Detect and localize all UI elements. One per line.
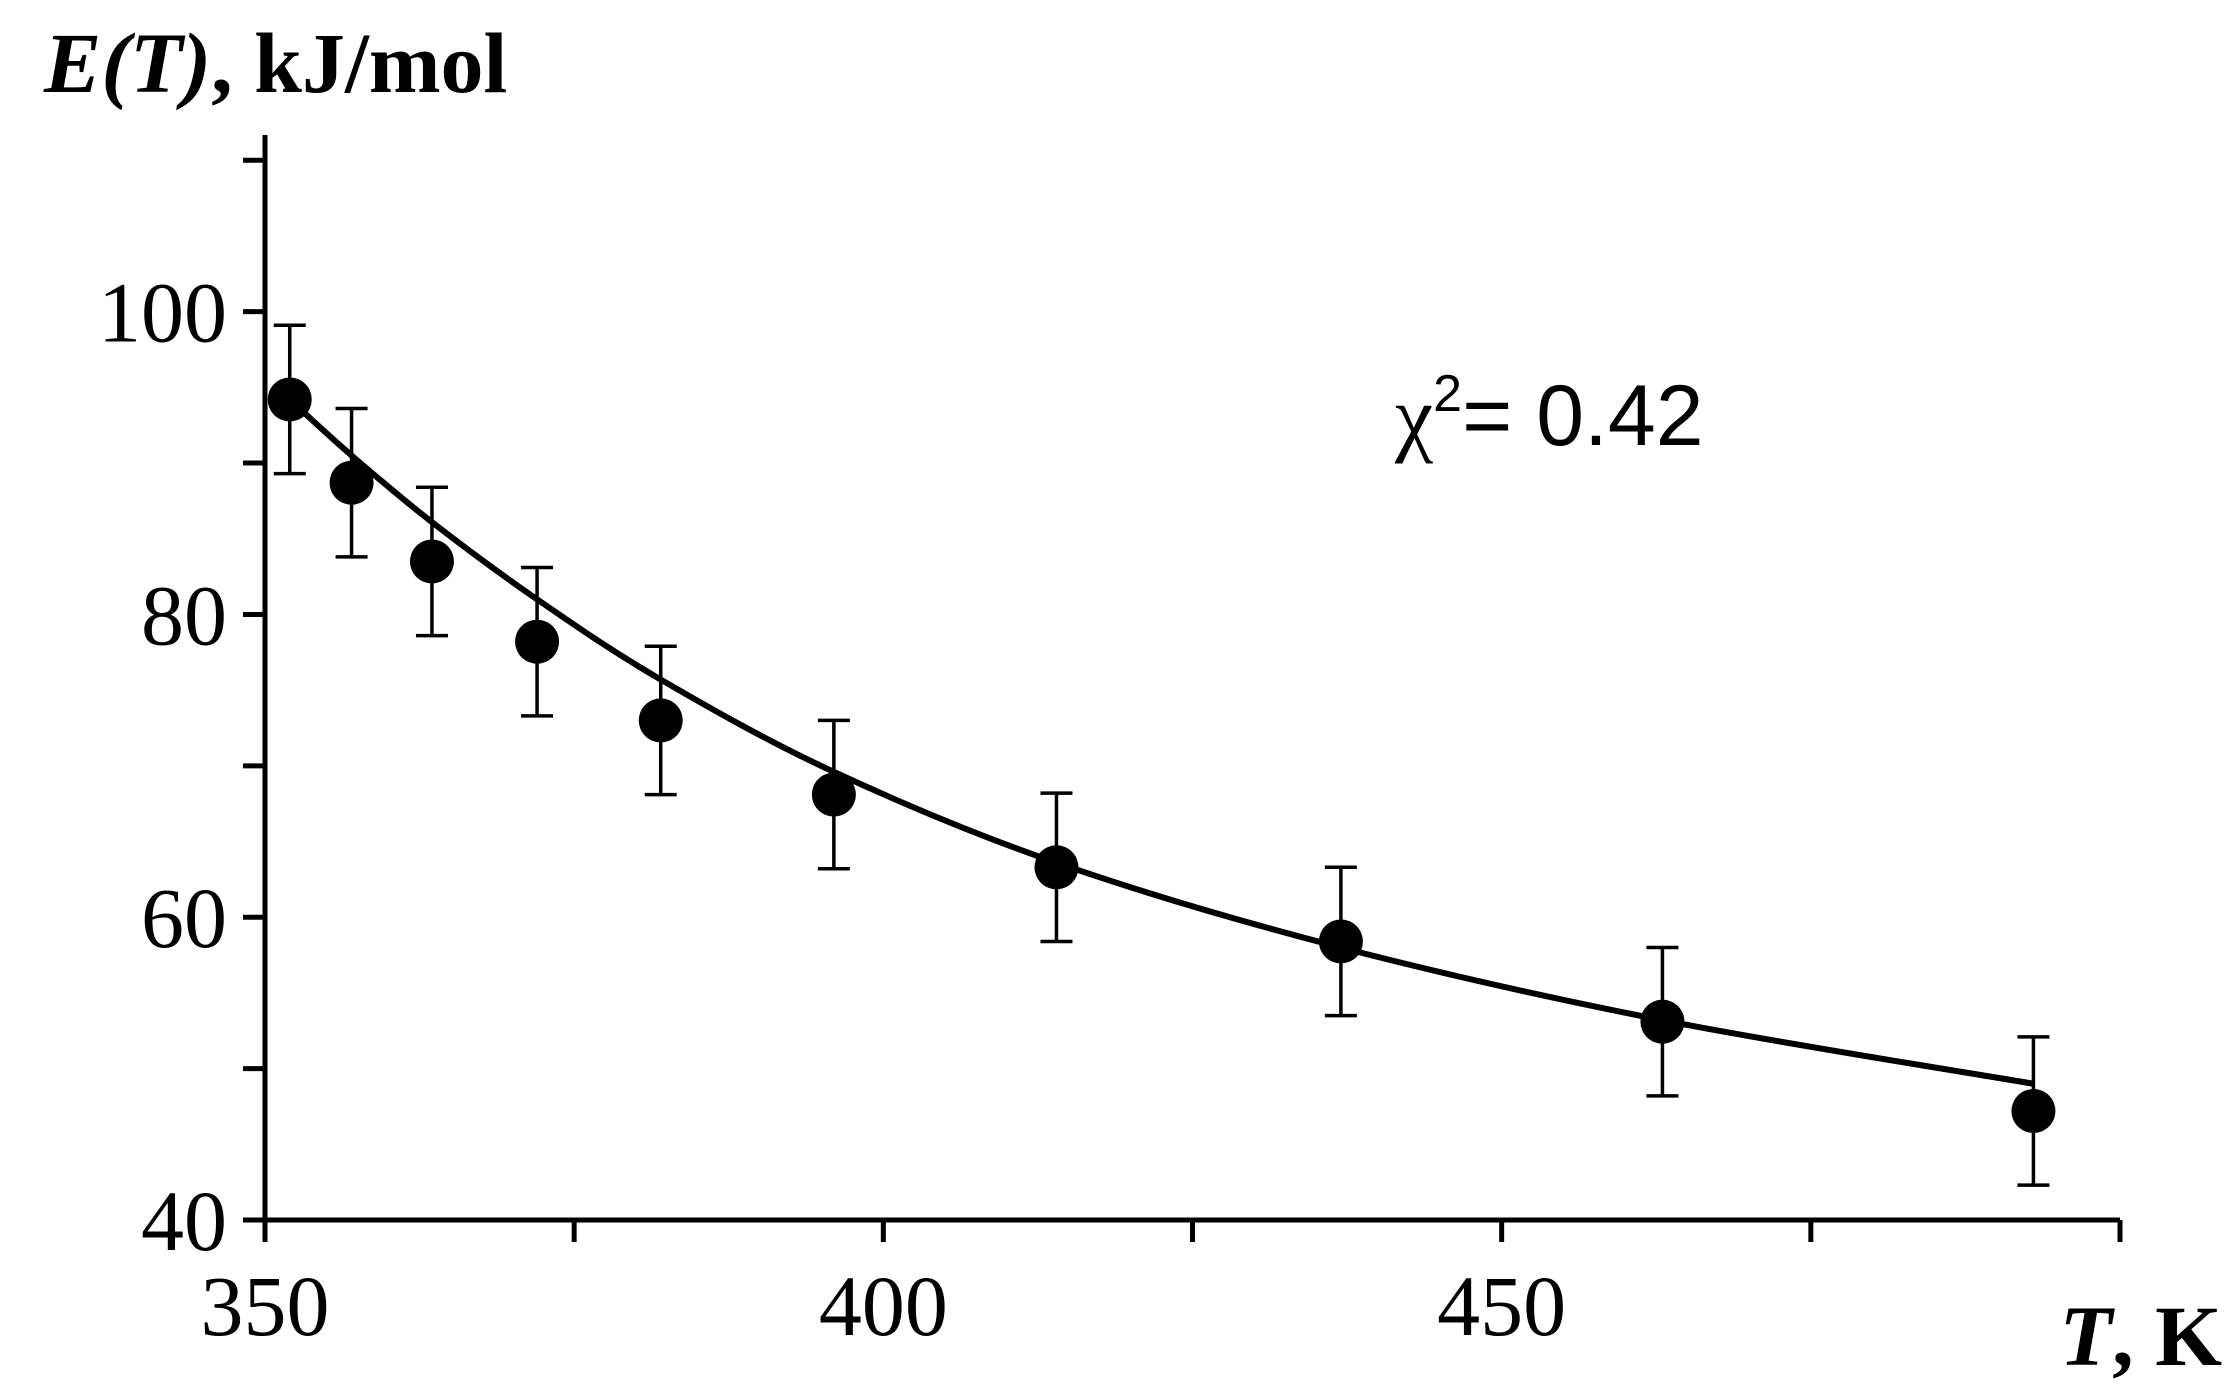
data-point (1640, 945, 1685, 1098)
chi-value: = 0.42 (1462, 368, 1704, 464)
data-point (267, 323, 312, 476)
y-tick-label: 80 (141, 567, 227, 663)
data-marker (1034, 845, 1079, 890)
x-tick-label: 350 (201, 1258, 330, 1354)
data-marker (1318, 919, 1363, 964)
y-tick-label: 100 (98, 265, 227, 361)
data-point (811, 718, 856, 871)
data-point (1318, 865, 1363, 1018)
x-axis-title: T, K (2060, 1288, 2223, 1384)
chi-square-annotation: χ2= 0.42 (1394, 365, 1704, 464)
data-point (329, 406, 374, 559)
data-marker (267, 377, 312, 422)
fit-line (287, 397, 2034, 1087)
axes: 40 60 80 100 350 400 450 (98, 135, 2123, 1354)
y-tick-label: 40 (141, 1173, 227, 1269)
y-tick-label: 60 (141, 870, 227, 966)
data-marker (329, 460, 374, 505)
data-marker (811, 772, 856, 817)
y-axis-title-var: E(T) (43, 15, 211, 111)
data-marker (1640, 999, 1685, 1044)
chi-superscript: 2 (1433, 365, 1462, 423)
x-tick-label: 400 (819, 1258, 948, 1354)
data-point (1034, 791, 1079, 944)
data-point (409, 485, 454, 638)
data-marker (515, 619, 560, 664)
x-axis-title-unit: , K (2112, 1288, 2222, 1384)
fit-layer (287, 397, 2034, 1087)
x-axis-title-var: T (2060, 1288, 2116, 1384)
chi-symbol: χ (1394, 368, 1433, 464)
data-marker (2011, 1089, 2056, 1133)
data-marker (638, 698, 683, 743)
data-point (515, 565, 560, 718)
points-layer (267, 323, 2056, 1187)
data-marker (409, 539, 454, 584)
y-axis-title: E(T), kJ/mol (43, 15, 507, 111)
data-point (638, 644, 683, 797)
y-axis-title-unit: , kJ/mol (211, 15, 507, 111)
x-tick-label: 450 (1437, 1258, 1566, 1354)
data-point (2011, 1035, 2056, 1187)
